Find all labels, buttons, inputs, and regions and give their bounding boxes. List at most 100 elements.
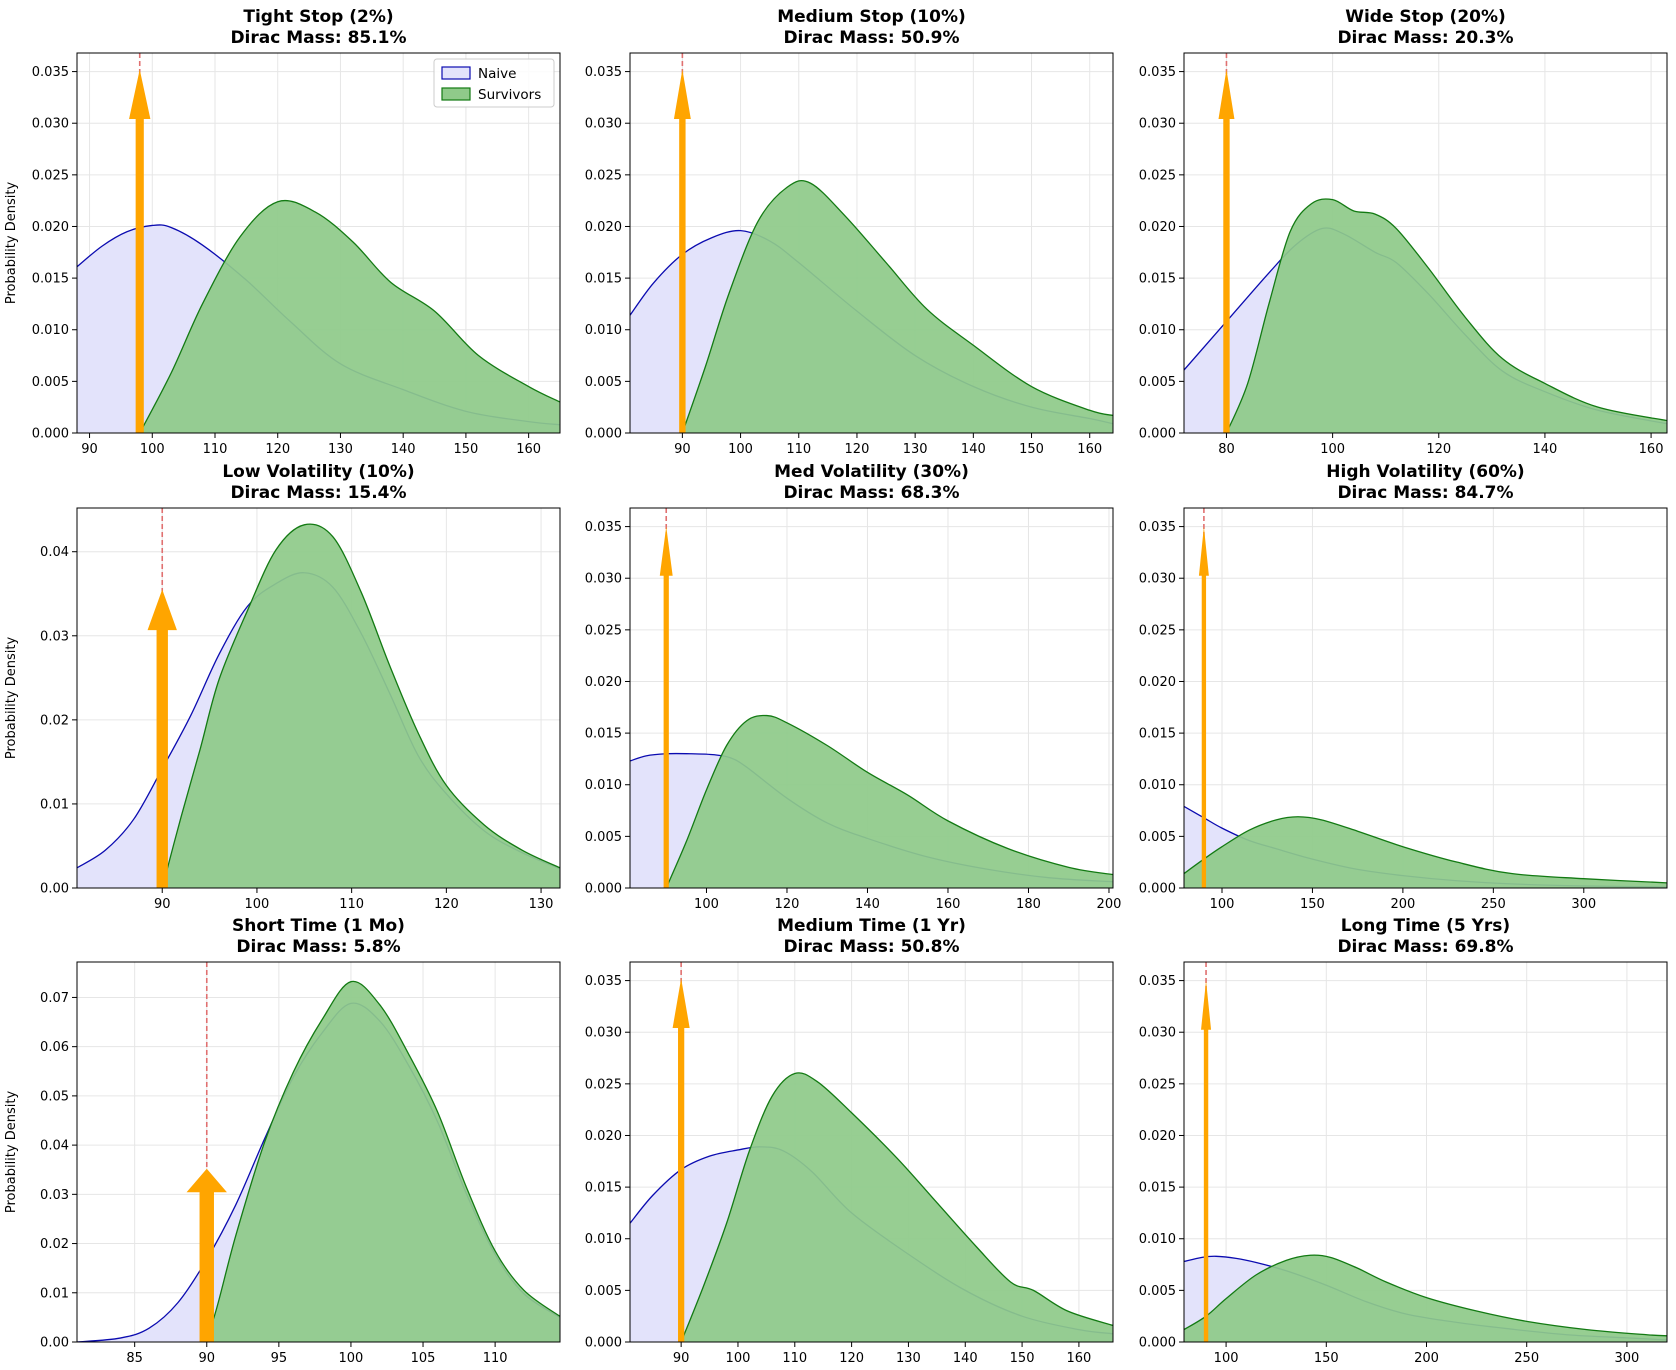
y-tick-label: 0.000 [1139,427,1176,442]
survivors-density-line [665,714,1113,888]
survivors-density-line [680,1072,1113,1342]
subplot-subtitle: Dirac Mass: 85.1% [230,28,406,48]
subplot-subtitle: Dirac Mass: 68.3% [783,483,959,503]
x-tick-label: 130 [896,1351,921,1366]
y-tick-label: 0.005 [1139,375,1176,390]
subplot-title: Long Time (5 Yrs) [1341,916,1510,936]
plot-area [630,962,1113,1342]
plot-area [1184,962,1667,1342]
y-tick-label: 0.020 [1139,675,1176,690]
y-tick-label: 0.020 [585,220,622,235]
y-tick-label: 0.010 [585,1232,622,1247]
x-tick-label: 120 [839,1351,864,1366]
x-tick-label: 120 [434,897,459,912]
x-tick-label: 140 [391,442,416,457]
y-tick-label: 0.025 [1139,1077,1176,1092]
subplot-subtitle: Dirac Mass: 5.8% [236,937,400,957]
subplot-7: Short Time (1 Mo)Dirac Mass: 5.8% 85 90 95 1… [4,916,561,1366]
y-tick-label: 0.025 [1139,623,1176,638]
y-tick-label: 0.035 [585,520,622,535]
y-tick-label: 0.06 [40,1040,69,1055]
survivors-density-area [1226,198,1667,433]
y-tick-label: 0.015 [585,727,622,742]
y-tick-label: 0.005 [585,1284,622,1299]
y-tick-label: 0.035 [585,974,622,989]
y-tick-label: 0.030 [585,1026,622,1041]
x-tick-label: 200 [1414,1351,1439,1366]
y-tick-label: 0.005 [32,375,69,390]
x-tick-label: 90 [674,442,691,457]
y-tick-label: 0.015 [1139,272,1176,287]
y-tick-label: 0.000 [585,1336,622,1351]
y-tick-label: 0.035 [32,65,69,80]
y-tick-label: 0.02 [40,1237,69,1252]
plot-area [77,508,560,888]
x-tick-label: 180 [1016,897,1041,912]
x-tick-label: 90 [673,1351,690,1366]
x-tick-label: 90 [154,897,171,912]
x-tick-label: 150 [1314,1351,1339,1366]
x-tick-label: 140 [1533,442,1558,457]
dirac-mass-arrow [1198,526,1209,888]
subplot-8: Medium Time (1 Yr)Dirac Mass: 50.8% 90 100… [585,916,1114,1366]
axes-frame [1183,961,1668,1343]
y-tick-label: 0.005 [1139,1284,1176,1299]
x-tick-label: 110 [786,442,811,457]
subplot-5: Med Volatility (30%)Dirac Mass: 68.3% 100… [585,462,1122,912]
survivors-density-area [139,200,560,433]
axes-frame [629,507,1114,889]
x-tick-label: 120 [775,897,800,912]
subplot-title: Medium Stop (10%) [777,7,966,27]
x-tick-label: 100 [728,442,753,457]
y-tick-label: 0.025 [585,623,622,638]
x-tick-label: 120 [265,442,290,457]
x-tick-label: 80 [1218,442,1235,457]
x-tick-label: 160 [1639,442,1664,457]
y-tick-label: 0.01 [40,1286,69,1301]
x-tick-label: 85 [126,1351,143,1366]
y-tick-label: 0.015 [1139,1181,1176,1196]
x-tick-label: 95 [271,1351,288,1366]
subplot-6: High Volatility (60%)Dirac Mass: 84.7% 10… [1139,462,1668,912]
y-tick-label: 0.020 [585,675,622,690]
y-axis-label: Probability Density [4,182,19,305]
y-tick-label: 0.020 [1139,1129,1176,1144]
survivors-density-line [139,199,560,433]
legend-swatch-naive [441,66,471,80]
y-tick-label: 0.015 [585,272,622,287]
x-tick-label: 100 [1210,897,1235,912]
survivors-density-line [1225,198,1667,433]
subplot-title: Medium Time (1 Yr) [777,916,966,936]
survivors-density-area [666,715,1113,888]
x-tick-label: 300 [1615,1351,1640,1366]
plot-area [1184,508,1667,888]
y-tick-label: 0.04 [40,1139,69,1154]
axes-frame [76,52,561,434]
y-tick-label: 0.00 [40,882,69,897]
x-tick-label: 150 [1300,897,1325,912]
y-tick-label: 0.000 [585,882,622,897]
x-tick-label: 90 [198,1351,215,1366]
x-tick-label: 140 [855,897,880,912]
y-tick-label: 0.015 [1139,727,1176,742]
survivors-density-line [161,523,560,888]
y-tick-label: 0.03 [40,629,69,644]
x-tick-label: 200 [1097,897,1122,912]
x-tick-label: 110 [203,442,228,457]
x-tick-label: 100 [1320,442,1345,457]
subplot-subtitle: Dirac Mass: 84.7% [1337,483,1513,503]
survivors-density-line [681,179,1113,433]
y-tick-label: 0.025 [1139,168,1176,183]
survivors-density-area [681,1072,1113,1342]
axes-frame [1183,52,1668,434]
dirac-mass-arrow [1201,980,1212,1342]
plot-area [630,508,1113,888]
y-tick-label: 0.010 [585,323,622,338]
x-tick-label: 130 [529,897,554,912]
subplot-title: Short Time (1 Mo) [232,916,405,936]
x-tick-label: 160 [1066,1351,1091,1366]
subplot-1: Tight Stop (2%)Dirac Mass: 85.1% 90 100 110… [4,7,561,457]
x-tick-label: 110 [339,897,364,912]
y-tick-label: 0.010 [1139,1232,1176,1247]
y-tick-label: 0.030 [585,117,622,132]
